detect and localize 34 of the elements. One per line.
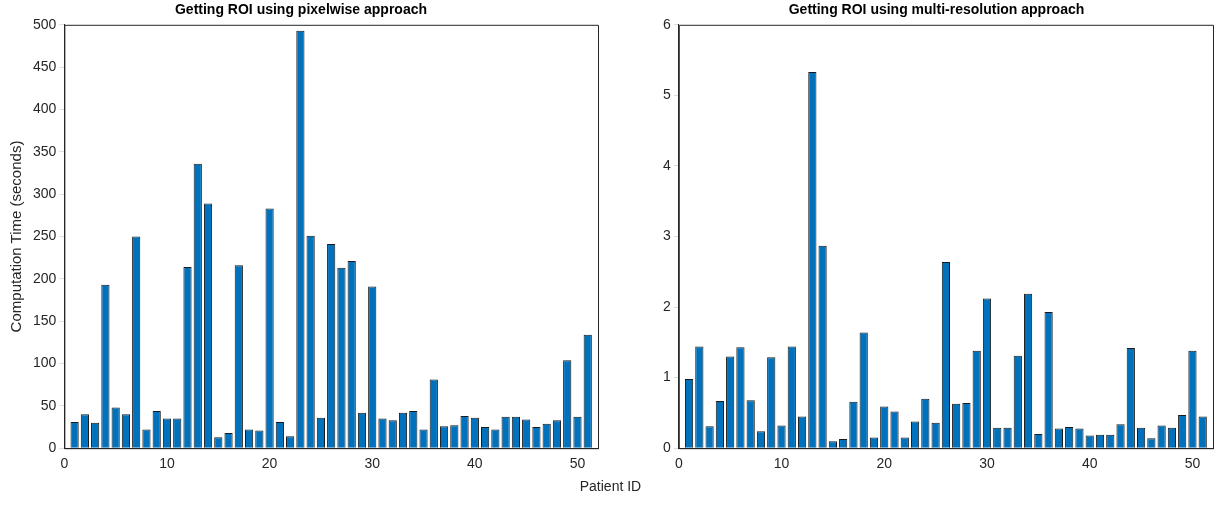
x-tick-label: 0 (60, 455, 69, 472)
x-tick-label: 50 (1184, 455, 1201, 472)
x-tick-label: 20 (261, 455, 278, 472)
x-tick-label: 30 (979, 455, 995, 472)
y-tick-label: 5 (662, 86, 671, 103)
y-tick-label: 250 (33, 227, 57, 244)
y-tick-label: 0 (48, 439, 57, 456)
x-tick-label: 0 (674, 455, 683, 472)
y-tick-label: 4 (662, 156, 671, 173)
y-tick-label: 50 (40, 396, 57, 413)
x-tick-label: 10 (773, 455, 790, 472)
x-tick-label: 40 (467, 455, 483, 472)
y-tick-label: 0 (662, 439, 671, 456)
x-tick-label: 10 (159, 455, 175, 472)
y-tick-label: 400 (33, 100, 57, 117)
y-tick-label: 1 (662, 368, 671, 385)
y-tick-label: 300 (33, 185, 57, 202)
y-axis-title: Computation Time (seconds) (7, 140, 25, 333)
x-axis-title: Patient ID (578, 478, 643, 494)
y-tick-label: 450 (33, 58, 57, 74)
x-tick-label: 50 (569, 455, 586, 472)
x-tick-label: 30 (364, 455, 381, 472)
chart-title: Getting ROI using pixelwise approach (174, 1, 428, 18)
y-tick-label: 200 (33, 269, 57, 286)
x-tick-label: 40 (1081, 455, 1098, 472)
y-tick-label: 6 (662, 15, 671, 32)
x-tick-label: 20 (876, 455, 893, 472)
y-tick-label: 500 (33, 15, 57, 32)
y-tick-label: 3 (662, 227, 671, 244)
y-tick-label: 100 (33, 354, 57, 371)
y-tick-label: 2 (662, 297, 671, 314)
y-tick-label: 150 (33, 312, 57, 329)
y-tick-label: 350 (33, 142, 57, 159)
chart-title: Getting ROI using multi-resolution approach (788, 1, 1085, 18)
